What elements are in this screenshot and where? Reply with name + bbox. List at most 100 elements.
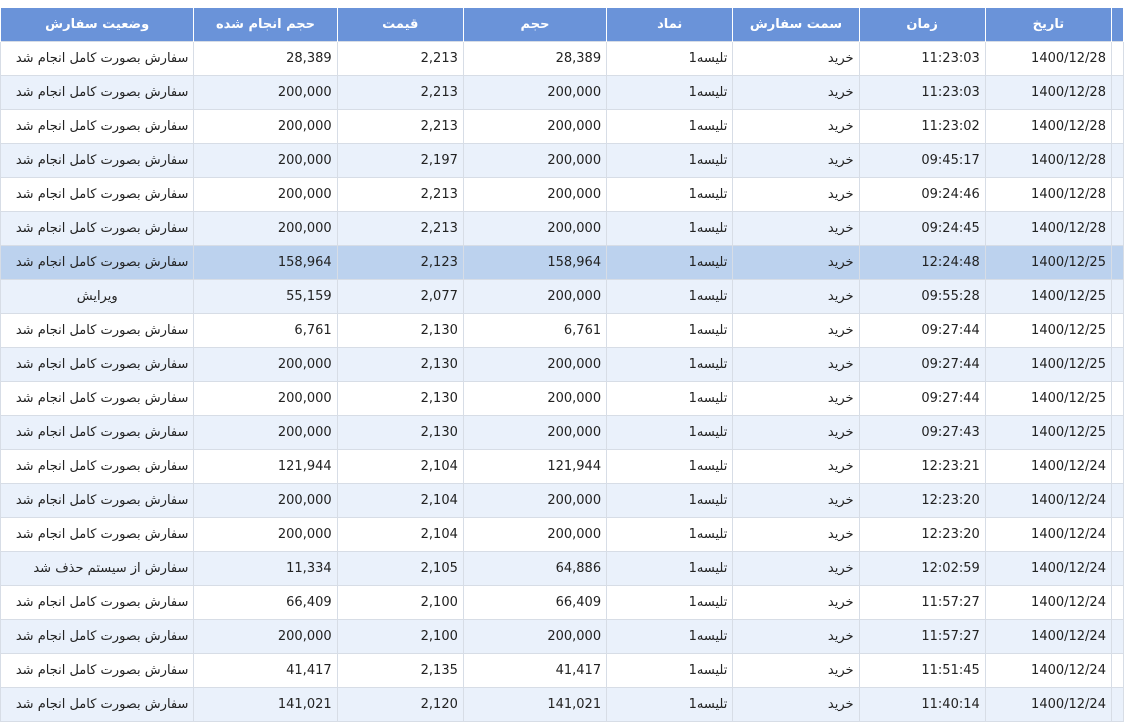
table-row[interactable]: 1400/12/28 09:24:45 خرید تلیسه1 200,000 2,213… bbox=[0, 211, 1124, 246]
cell-filled-volume: 200,000 bbox=[193, 211, 338, 246]
cell-date: 1400/12/28 bbox=[984, 109, 1112, 144]
row-filler bbox=[1110, 245, 1124, 280]
cell-filled-volume: 28,389 bbox=[193, 41, 338, 76]
cell-date: 1400/12/28 bbox=[984, 177, 1112, 212]
cell-date: 1400/12/25 bbox=[984, 279, 1112, 314]
table-row[interactable]: 1400/12/25 09:27:44 خرید تلیسه1 6,761 2,130 6,… bbox=[0, 313, 1124, 348]
table-row[interactable]: 1400/12/25 09:27:44 خرید تلیسه1 200,000 2,130… bbox=[0, 347, 1124, 382]
table-row[interactable]: 1400/12/25 12:24:48 خرید تلیسه1 158,964 2,123… bbox=[0, 245, 1124, 280]
cell-price: 2,130 bbox=[336, 381, 464, 416]
col-header-date[interactable]: تاریخ bbox=[984, 8, 1112, 42]
cell-date: 1400/12/24 bbox=[984, 551, 1112, 586]
cell-time: 12:23:20 bbox=[858, 483, 986, 518]
row-filler bbox=[1110, 279, 1124, 314]
table-row[interactable]: 1400/12/24 11:57:27 خرید تلیسه1 66,409 2,100 6… bbox=[0, 585, 1124, 620]
cell-time: 11:57:27 bbox=[858, 619, 986, 654]
cell-date: 1400/12/24 bbox=[984, 517, 1112, 552]
table-row[interactable]: 1400/12/25 09:55:28 خرید تلیسه1 200,000 2,077… bbox=[0, 279, 1124, 314]
table-row[interactable]: 1400/12/24 12:23:21 خرید تلیسه1 121,944 2,104… bbox=[0, 449, 1124, 484]
cell-side: خرید bbox=[732, 109, 860, 144]
cell-filled-volume: 200,000 bbox=[193, 483, 338, 518]
table-row[interactable]: 1400/12/24 11:51:45 خرید تلیسه1 41,417 2,135 4… bbox=[0, 653, 1124, 688]
cell-filled-volume: 11,334 bbox=[193, 551, 338, 586]
cell-side: خرید bbox=[732, 75, 860, 110]
row-filler bbox=[1110, 619, 1124, 654]
cell-date: 1400/12/24 bbox=[984, 585, 1112, 620]
table-row[interactable]: 1400/12/28 11:23:02 خرید تلیسه1 200,000 2,213… bbox=[0, 109, 1124, 144]
cell-symbol: تلیسه1 bbox=[606, 109, 734, 144]
cell-time: 11:23:03 bbox=[858, 75, 986, 110]
cell-time: 09:24:46 bbox=[858, 177, 986, 212]
cell-time: 11:51:45 bbox=[858, 653, 986, 688]
col-header-symbol[interactable]: نماد bbox=[606, 8, 734, 42]
table-row[interactable]: 1400/12/28 09:45:17 خرید تلیسه1 200,000 2,197… bbox=[0, 143, 1124, 178]
cell-date: 1400/12/24 bbox=[984, 653, 1112, 688]
col-header-side[interactable]: سمت سفارش bbox=[732, 8, 860, 42]
cell-filled-volume: 121,944 bbox=[193, 449, 338, 484]
cell-price: 2,130 bbox=[336, 347, 464, 382]
cell-volume: 200,000 bbox=[462, 415, 608, 450]
table-row[interactable]: 1400/12/24 11:57:27 خرید تلیسه1 200,000 2,100… bbox=[0, 619, 1124, 654]
cell-date: 1400/12/28 bbox=[984, 143, 1112, 178]
table-row[interactable]: 1400/12/25 09:27:44 خرید تلیسه1 200,000 2,130… bbox=[0, 381, 1124, 416]
cell-filled-volume: 66,409 bbox=[193, 585, 338, 620]
cell-volume: 200,000 bbox=[462, 381, 608, 416]
cell-filled-volume: 200,000 bbox=[193, 619, 338, 654]
cell-volume: 200,000 bbox=[462, 177, 608, 212]
cell-date: 1400/12/24 bbox=[984, 483, 1112, 518]
cell-symbol: تلیسه1 bbox=[606, 653, 734, 688]
cell-time: 09:27:43 bbox=[858, 415, 986, 450]
table-row[interactable]: 1400/12/25 09:27:43 خرید تلیسه1 200,000 2,130… bbox=[0, 415, 1124, 450]
cell-volume: 200,000 bbox=[462, 279, 608, 314]
cell-volume: 66,409 bbox=[462, 585, 608, 620]
cell-time: 09:27:44 bbox=[858, 313, 986, 348]
cell-filled-volume: 41,417 bbox=[193, 653, 338, 688]
cell-filled-volume: 158,964 bbox=[193, 245, 338, 280]
row-filler bbox=[1110, 41, 1124, 76]
table-row[interactable]: 1400/12/28 09:24:46 خرید تلیسه1 200,000 2,213… bbox=[0, 177, 1124, 212]
cell-symbol: تلیسه1 bbox=[606, 143, 734, 178]
cell-symbol: تلیسه1 bbox=[606, 211, 734, 246]
cell-time: 12:24:48 bbox=[858, 245, 986, 280]
col-header-price[interactable]: قیمت bbox=[336, 8, 464, 42]
table-row[interactable]: 1400/12/28 11:23:03 خرید تلیسه1 200,000 2,213… bbox=[0, 75, 1124, 110]
row-filler bbox=[1110, 415, 1124, 450]
cell-filled-volume: 55,159 bbox=[193, 279, 338, 314]
cell-symbol: تلیسه1 bbox=[606, 585, 734, 620]
cell-time: 09:27:44 bbox=[858, 381, 986, 416]
cell-symbol: تلیسه1 bbox=[606, 75, 734, 110]
cell-filled-volume: 200,000 bbox=[193, 347, 338, 382]
col-header-time[interactable]: زمان bbox=[858, 8, 986, 42]
cell-date: 1400/12/25 bbox=[984, 381, 1112, 416]
table-row[interactable]: 1400/12/24 12:02:59 خرید تلیسه1 64,886 2,105 1… bbox=[0, 551, 1124, 586]
cell-order-status: سفارش بصورت کامل انجام شد bbox=[0, 41, 195, 76]
cell-price: 2,213 bbox=[336, 211, 464, 246]
row-filler bbox=[1110, 347, 1124, 382]
cell-price: 2,105 bbox=[336, 551, 464, 586]
col-header-volume[interactable]: حجم bbox=[462, 8, 608, 42]
cell-price: 2,130 bbox=[336, 415, 464, 450]
table-row[interactable]: 1400/12/24 12:23:20 خرید تلیسه1 200,000 2,104… bbox=[0, 483, 1124, 518]
col-header-filled[interactable]: حجم انجام شده bbox=[193, 8, 338, 42]
row-filler bbox=[1110, 483, 1124, 518]
cell-order-status: سفارش بصورت کامل انجام شد bbox=[0, 415, 195, 450]
row-filler bbox=[1110, 143, 1124, 178]
row-filler bbox=[1110, 211, 1124, 246]
cell-filled-volume: 200,000 bbox=[193, 517, 338, 552]
cell-filled-volume: 200,000 bbox=[193, 415, 338, 450]
table-row[interactable]: 1400/12/24 11:40:14 خرید تلیسه1 141,021 2,120… bbox=[0, 687, 1124, 722]
cell-order-status: سفارش بصورت کامل انجام شد bbox=[0, 313, 195, 348]
cell-volume: 158,964 bbox=[462, 245, 608, 280]
cell-side: خرید bbox=[732, 245, 860, 280]
cell-date: 1400/12/24 bbox=[984, 449, 1112, 484]
row-filler bbox=[1110, 517, 1124, 552]
cell-side: خرید bbox=[732, 687, 860, 722]
cell-date: 1400/12/25 bbox=[984, 245, 1112, 280]
cell-date: 1400/12/28 bbox=[984, 75, 1112, 110]
cell-order-status: سفارش بصورت کامل انجام شد bbox=[0, 687, 195, 722]
col-header-status[interactable]: وضعیت سفارش bbox=[0, 8, 195, 42]
table-row[interactable]: 1400/12/28 11:23:03 خرید تلیسه1 28,389 2,213 2… bbox=[0, 41, 1124, 76]
cell-order-status: سفارش بصورت کامل انجام شد bbox=[0, 619, 195, 654]
table-row[interactable]: 1400/12/24 12:23:20 خرید تلیسه1 200,000 2,104… bbox=[0, 517, 1124, 552]
cell-price: 2,100 bbox=[336, 619, 464, 654]
